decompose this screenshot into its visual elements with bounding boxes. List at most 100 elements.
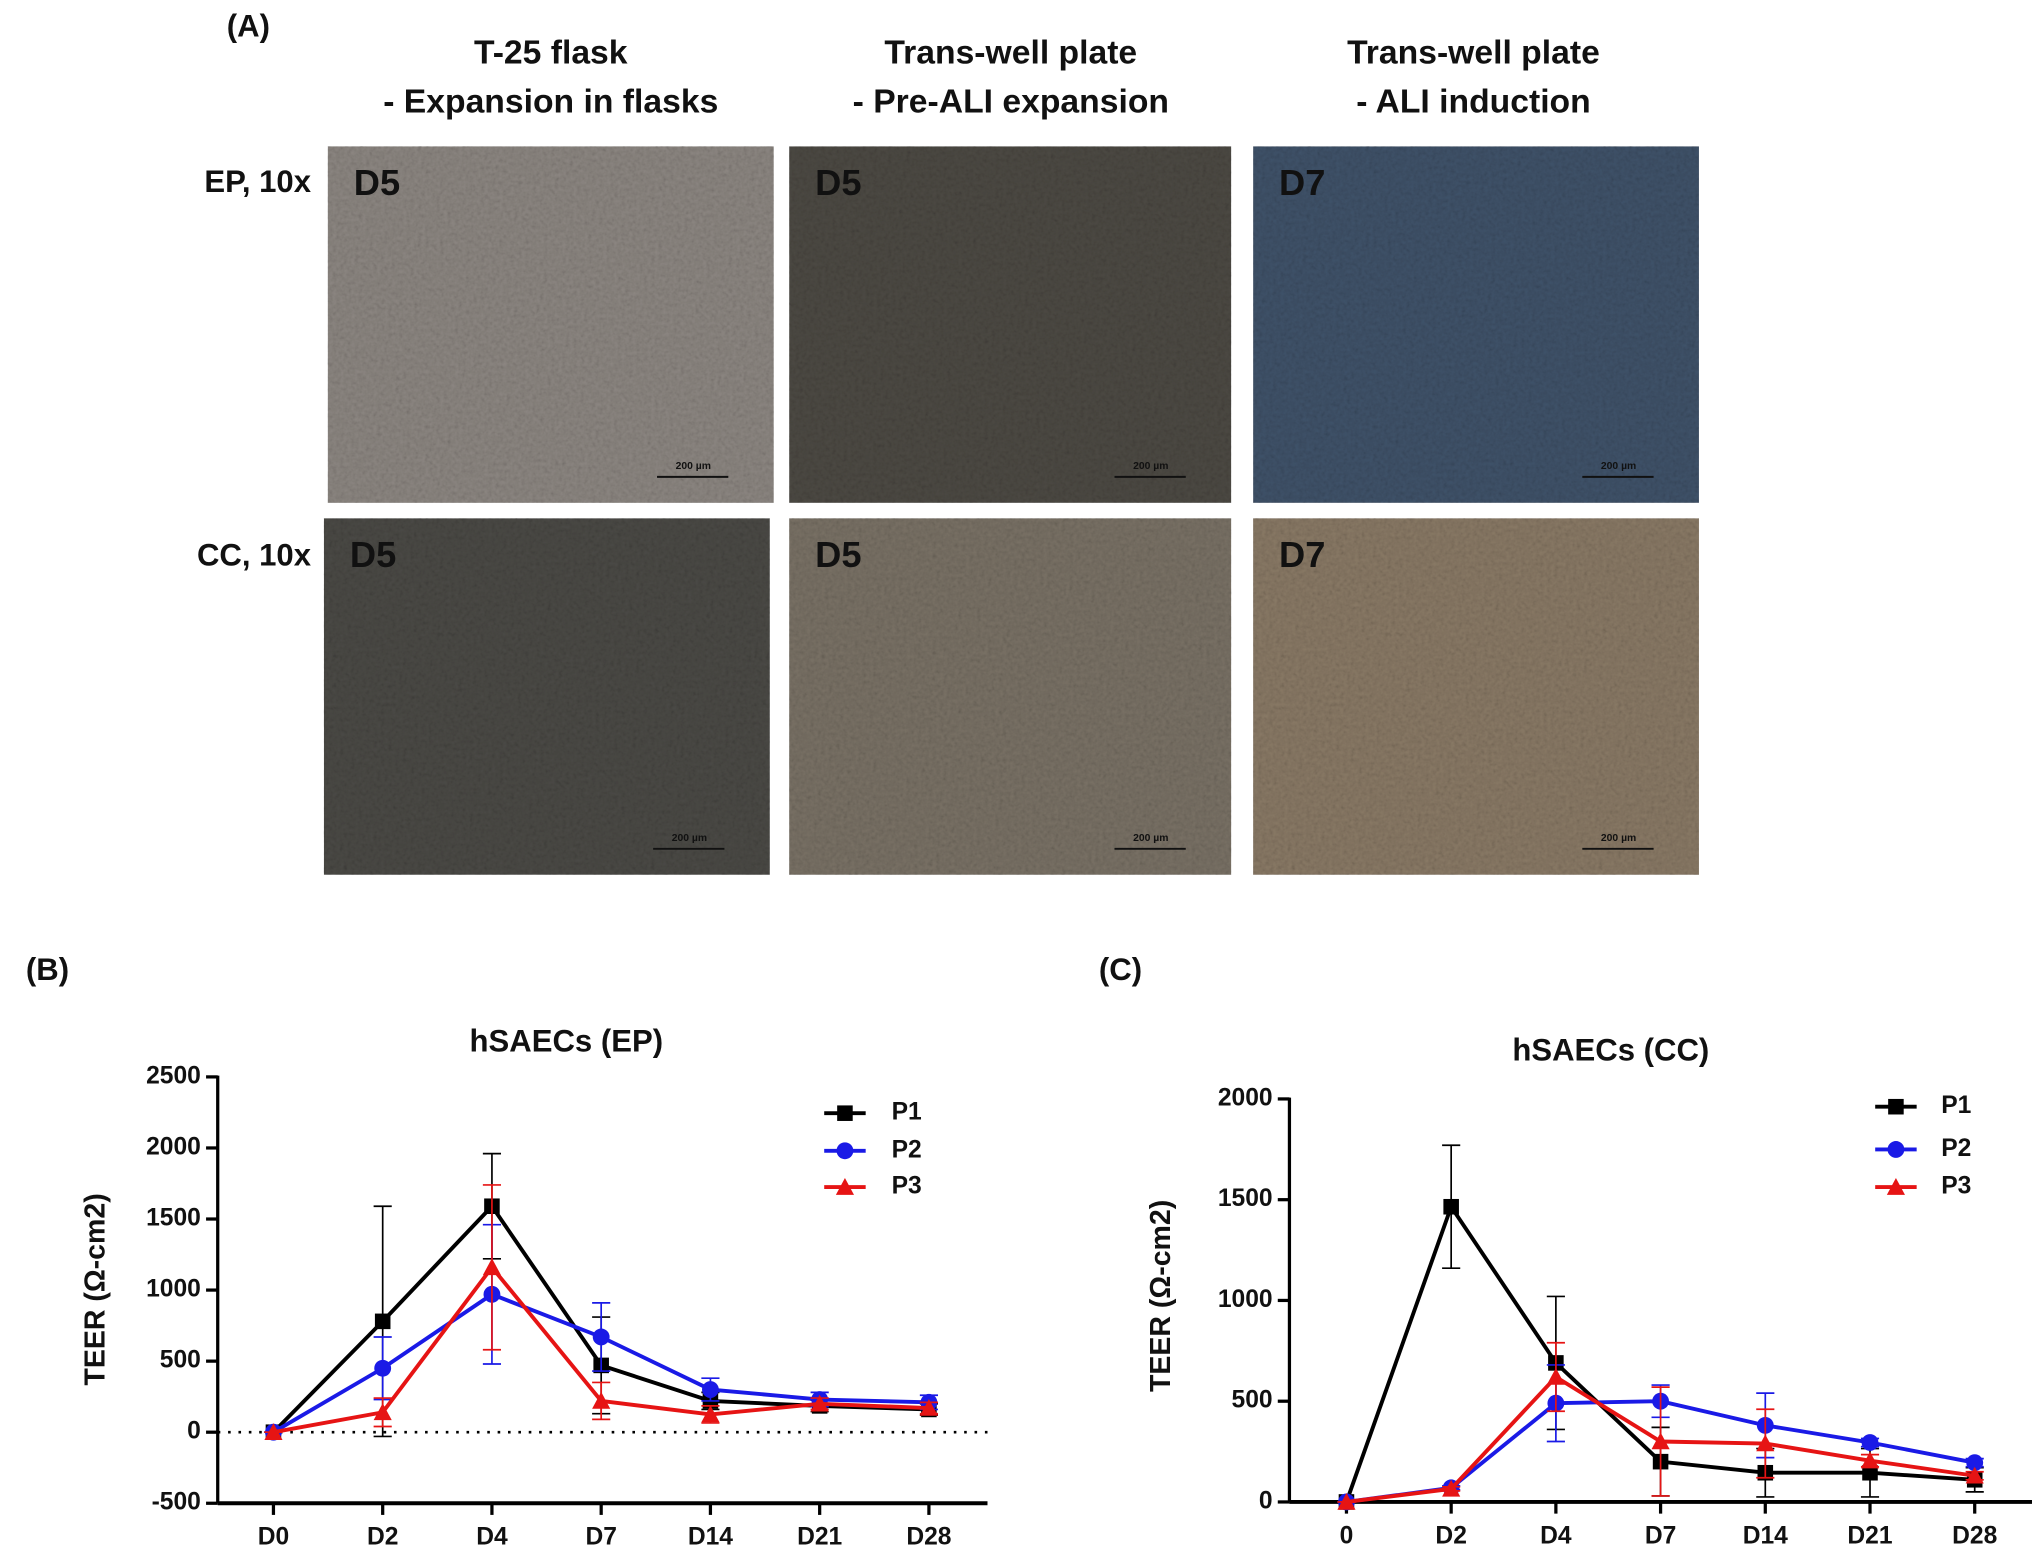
micrograph: D5 200 µm — [323, 518, 770, 875]
day-label: D5 — [815, 162, 861, 203]
panel-label: (A) — [227, 9, 270, 44]
panel-label: (C) — [1099, 952, 1142, 987]
micrograph-image — [1253, 146, 1699, 503]
chart-title: hSAECs (CC) — [1512, 1032, 1709, 1067]
x-tick-label: D21 — [797, 1524, 842, 1549]
marker — [919, 1398, 938, 1416]
marker — [482, 1258, 502, 1276]
x-tick-label: D28 — [1952, 1522, 1997, 1549]
marker — [374, 1313, 391, 1330]
micrograph: D5 200 µm — [789, 518, 1232, 875]
y-tick-label: 2500 — [146, 1062, 201, 1089]
marker — [701, 1405, 720, 1423]
row-label: CC, 10x — [197, 537, 312, 572]
y-tick-label: 2000 — [1218, 1084, 1273, 1111]
y-axis-label: TEER (Ω-cm2) — [80, 1193, 112, 1385]
x-tick-label: D21 — [1847, 1522, 1892, 1549]
marker — [592, 1328, 610, 1346]
scale-label: 200 µm — [676, 461, 711, 472]
micrograph: D5 200 µm — [789, 146, 1232, 503]
day-label: D5 — [354, 162, 400, 203]
micrograph-image — [789, 518, 1232, 875]
column-header: Trans-well plate — [1347, 34, 1600, 71]
legend-label: P3 — [892, 1173, 922, 1200]
day-label: D7 — [1279, 162, 1325, 203]
y-tick-label: 500 — [1232, 1387, 1273, 1414]
micrograph: D5 200 µm — [327, 146, 774, 503]
marker — [1965, 1466, 1984, 1484]
chart-title: hSAECs (EP) — [470, 1023, 664, 1058]
series — [1337, 1341, 1984, 1510]
marker — [1861, 1434, 1879, 1451]
y-tick-label: 0 — [187, 1418, 201, 1445]
y-tick-label: 1000 — [1218, 1286, 1273, 1313]
marker — [837, 1105, 853, 1121]
column-header: - Expansion in flasks — [383, 84, 718, 121]
column-header: - ALI induction — [1356, 84, 1591, 121]
y-tick-label: 2000 — [146, 1133, 201, 1160]
marker — [1966, 1454, 1984, 1472]
panel-label: (B) — [26, 952, 69, 987]
scale-label: 200 µm — [1601, 833, 1636, 844]
row-label: EP, 10x — [204, 164, 311, 199]
legend-label: P1 — [1941, 1092, 1971, 1119]
marker — [702, 1381, 719, 1398]
x-tick-label: D4 — [1540, 1522, 1572, 1549]
column-header: - Pre-ALI expansion — [853, 84, 1169, 121]
marker — [1546, 1367, 1565, 1385]
marker — [264, 1423, 283, 1440]
x-tick-label: 0 — [1340, 1522, 1354, 1549]
legend-label: P3 — [1941, 1173, 1971, 1200]
legend-label: P2 — [1941, 1135, 1971, 1162]
marker — [1887, 1141, 1905, 1158]
marker — [1651, 1432, 1670, 1450]
marker — [373, 1403, 392, 1421]
marker — [1337, 1492, 1356, 1510]
day-label: D7 — [1279, 534, 1325, 575]
x-tick-label: D2 — [367, 1524, 398, 1549]
y-tick-label: 0 — [1259, 1487, 1273, 1514]
marker — [374, 1359, 392, 1377]
scale-label: 200 µm — [1133, 833, 1168, 844]
y-tick-label: 1500 — [146, 1205, 201, 1232]
micrograph-image — [1253, 518, 1699, 875]
x-tick-label: D4 — [476, 1524, 508, 1549]
scale-label: 200 µm — [1601, 461, 1636, 472]
micrograph-image — [323, 518, 770, 875]
scale-label: 200 µm — [672, 833, 707, 844]
scale-label: 200 µm — [1133, 461, 1168, 472]
marker — [810, 1394, 829, 1412]
column-header: T-25 flask — [474, 34, 628, 71]
y-tick-label: -500 — [152, 1489, 201, 1516]
x-tick-label: D7 — [1645, 1522, 1676, 1549]
x-tick-label: D28 — [906, 1524, 951, 1549]
marker — [592, 1391, 611, 1409]
day-label: D5 — [350, 534, 396, 575]
marker — [1886, 1177, 1905, 1195]
marker — [836, 1142, 854, 1160]
micrograph-image — [327, 146, 774, 503]
series — [264, 1184, 938, 1440]
x-tick-label: D14 — [688, 1524, 733, 1549]
micrograph-image — [789, 146, 1232, 503]
y-tick-label: 500 — [160, 1347, 201, 1374]
legend-label: P2 — [892, 1136, 922, 1163]
marker — [1862, 1464, 1878, 1481]
marker — [1442, 1479, 1461, 1497]
day-label: D5 — [815, 534, 861, 575]
marker — [835, 1177, 855, 1195]
column-header: Trans-well plate — [884, 34, 1137, 71]
micrograph: D7 200 µm — [1253, 518, 1699, 875]
micrograph: D7 200 µm — [1253, 146, 1699, 503]
x-tick-label: D2 — [1435, 1522, 1466, 1549]
marker — [1888, 1098, 1904, 1115]
y-axis-label: TEER (Ω-cm2) — [1145, 1200, 1177, 1392]
marker — [1443, 1198, 1459, 1215]
y-tick-label: 1500 — [1218, 1185, 1273, 1212]
marker — [1860, 1451, 1880, 1469]
x-tick-label: D14 — [1743, 1522, 1788, 1549]
legend-label: P1 — [892, 1099, 922, 1126]
marker — [1756, 1434, 1775, 1452]
x-tick-label: D7 — [585, 1524, 616, 1549]
